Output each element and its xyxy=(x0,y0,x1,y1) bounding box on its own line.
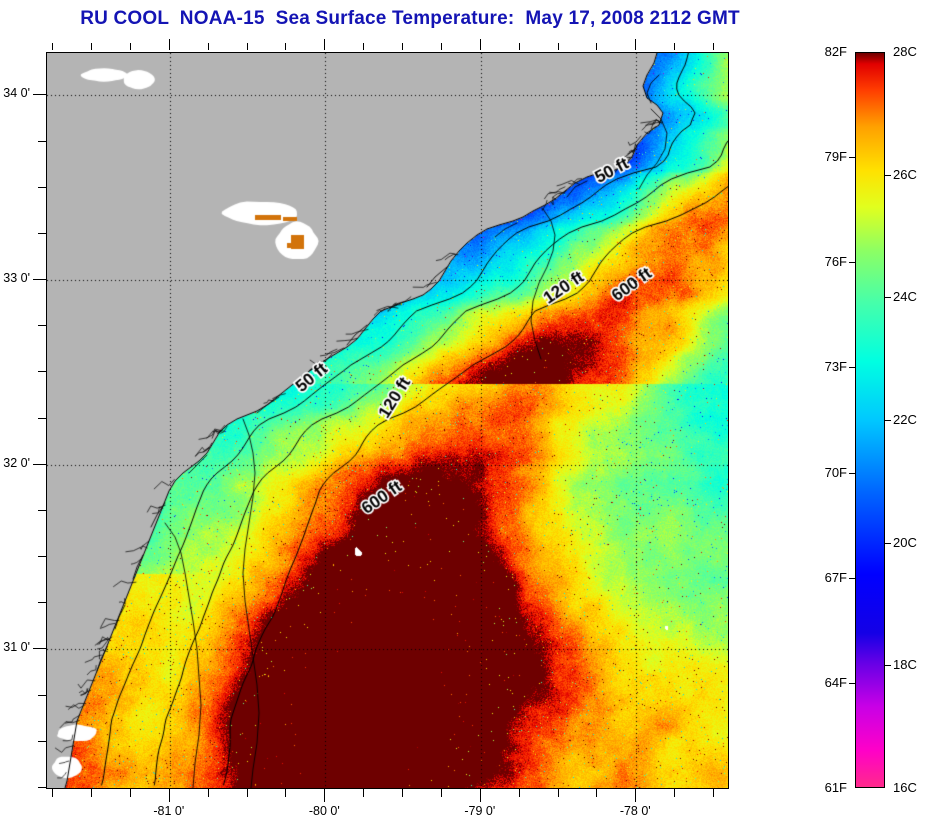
longitude-top-tick xyxy=(441,43,442,50)
colorbar-fahrenheit-label-4: 70F xyxy=(824,465,847,480)
longitude-minor-tick xyxy=(130,789,131,797)
longitude-top-tick xyxy=(130,43,131,50)
colorbar-fahrenheit-tick-1 xyxy=(849,157,855,158)
longitude-minor-tick xyxy=(596,789,597,797)
colorbar-celsius-label-3: 22C xyxy=(893,412,917,427)
latitude-major-tick xyxy=(33,279,46,280)
longitude-top-tick xyxy=(480,39,481,50)
latitude-minor-tick xyxy=(38,510,46,511)
latitude-tick-label-1: 33 0' xyxy=(3,271,30,286)
longitude-top-tick xyxy=(596,43,597,50)
latitude-major-tick xyxy=(33,648,46,649)
longitude-major-tick xyxy=(635,789,636,802)
sst-raster-image xyxy=(47,53,728,788)
longitude-minor-tick xyxy=(519,789,520,797)
latitude-minor-tick xyxy=(38,741,46,742)
colorbar-fahrenheit-tick-3 xyxy=(849,367,855,368)
colorbar-fahrenheit-label-3: 73F xyxy=(824,359,847,374)
colorbar-celsius-tick-4 xyxy=(885,543,891,544)
longitude-top-tick xyxy=(52,43,53,50)
longitude-tick-label-0: -81 0' xyxy=(153,804,185,818)
colorbar-fahrenheit-tick-5 xyxy=(849,578,855,579)
latitude-minor-tick xyxy=(38,418,46,419)
colorbar-celsius-label-4: 20C xyxy=(893,535,917,550)
latitude-minor-tick xyxy=(38,325,46,326)
longitude-minor-tick xyxy=(52,789,53,797)
latitude-minor-tick xyxy=(38,187,46,188)
page-title: RU COOL NOAA-15 Sea Surface Temperature:… xyxy=(80,8,740,29)
longitude-top-tick xyxy=(402,43,403,50)
longitude-top-tick xyxy=(713,43,714,50)
colorbar-celsius-tick-3 xyxy=(885,420,891,421)
longitude-top-tick xyxy=(363,43,364,50)
colorbar-fahrenheit-label-0: 82F xyxy=(824,44,847,59)
longitude-top-tick xyxy=(285,43,286,50)
longitude-top-tick xyxy=(519,43,520,50)
longitude-top-tick xyxy=(635,39,636,50)
longitude-top-tick xyxy=(91,43,92,50)
longitude-tick-label-1: -80 0' xyxy=(308,804,340,818)
latitude-tick-label-3: 31 0' xyxy=(3,640,30,655)
longitude-major-tick xyxy=(324,789,325,802)
longitude-minor-tick xyxy=(713,789,714,797)
latitude-minor-tick xyxy=(38,233,46,234)
longitude-minor-tick xyxy=(285,789,286,797)
longitude-top-tick xyxy=(247,43,248,50)
colorbar-fahrenheit-label-5: 67F xyxy=(824,570,847,585)
colorbar-celsius-tick-1 xyxy=(885,175,891,176)
colorbar-celsius-label-2: 24C xyxy=(893,289,917,304)
longitude-minor-tick xyxy=(208,789,209,797)
longitude-minor-tick xyxy=(91,789,92,797)
latitude-tick-label-2: 32 0' xyxy=(3,455,30,470)
colorbar-celsius-label-1: 26C xyxy=(893,167,917,182)
latitude-minor-tick xyxy=(38,556,46,557)
latitude-minor-tick xyxy=(38,695,46,696)
longitude-major-tick xyxy=(480,789,481,802)
colorbar-celsius-label-6: 16C xyxy=(893,780,917,795)
colorbar-celsius-tick-5 xyxy=(885,665,891,666)
colorbar-fahrenheit-label-6: 64F xyxy=(824,675,847,690)
map-plot-area[interactable] xyxy=(46,52,729,789)
latitude-minor-tick xyxy=(38,787,46,788)
latitude-minor-tick xyxy=(38,371,46,372)
longitude-minor-tick xyxy=(441,789,442,797)
longitude-minor-tick xyxy=(247,789,248,797)
longitude-major-tick xyxy=(169,789,170,802)
longitude-minor-tick xyxy=(558,789,559,797)
longitude-top-tick xyxy=(558,43,559,50)
colorbar-fahrenheit-label-7: 61F xyxy=(824,780,847,795)
colorbar-celsius-label-0: 28C xyxy=(893,44,917,59)
colorbar-fahrenheit-label-2: 76F xyxy=(824,254,847,269)
map-image-clip xyxy=(47,53,728,788)
longitude-minor-tick xyxy=(674,789,675,797)
colorbar-gradient xyxy=(856,53,884,787)
longitude-tick-label-3: -78 0' xyxy=(619,804,651,818)
latitude-major-tick xyxy=(33,464,46,465)
temperature-colorbar[interactable] xyxy=(855,52,885,788)
colorbar-celsius-tick-2 xyxy=(885,297,891,298)
longitude-tick-label-2: -79 0' xyxy=(464,804,496,818)
colorbar-fahrenheit-tick-2 xyxy=(849,262,855,263)
colorbar-fahrenheit-tick-4 xyxy=(849,473,855,474)
colorbar-fahrenheit-label-1: 79F xyxy=(824,149,847,164)
latitude-tick-label-0: 34 0' xyxy=(3,86,30,101)
colorbar-fahrenheit-tick-6 xyxy=(849,683,855,684)
longitude-top-tick xyxy=(674,43,675,50)
latitude-minor-tick xyxy=(38,602,46,603)
longitude-top-tick xyxy=(324,39,325,50)
longitude-minor-tick xyxy=(363,789,364,797)
longitude-top-tick xyxy=(208,43,209,50)
longitude-minor-tick xyxy=(402,789,403,797)
latitude-minor-tick xyxy=(38,141,46,142)
latitude-major-tick xyxy=(33,94,46,95)
longitude-top-tick xyxy=(169,39,170,50)
colorbar-celsius-label-5: 18C xyxy=(893,657,917,672)
